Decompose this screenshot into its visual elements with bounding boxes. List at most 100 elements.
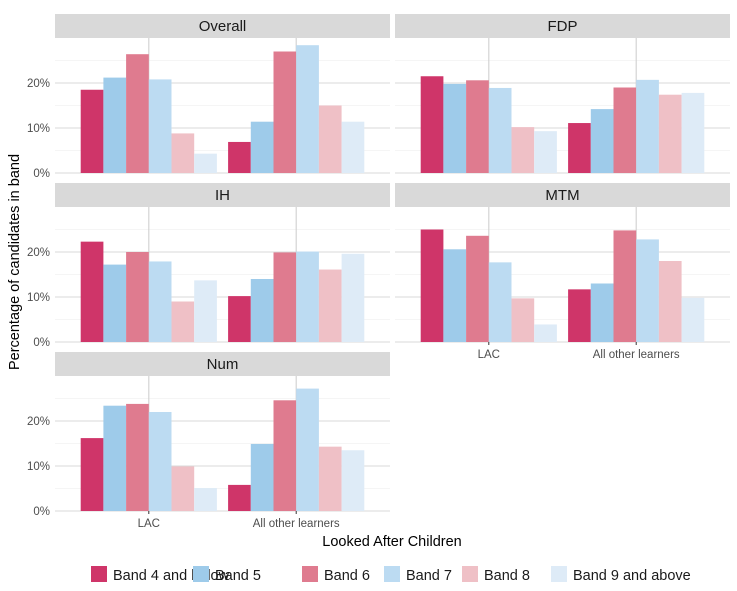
bar-num-lac-band-7: [148, 412, 172, 511]
bar-fdp-all-other-learners-band-7: [636, 79, 659, 173]
bar-fdp-lac-band-6: [466, 80, 489, 173]
legend-label-band-7: Band 7: [406, 568, 452, 584]
legend-label-band-9-and-above: Band 9 and above: [573, 568, 691, 584]
bar-overall-lac-band-9-and-above: [194, 153, 217, 173]
bar-ih-lac-band-7: [148, 261, 172, 342]
panel-num: Num 0% 10% 20%: [27, 352, 390, 518]
bar-mtm-all-other-learners-band-6: [613, 230, 637, 342]
bar-mtm-lac-band-7: [488, 262, 512, 342]
legend-label-band-8: Band 8: [484, 568, 530, 584]
bar-overall-all-other-learners-band-4-and-below: [228, 141, 251, 173]
bar-overall-all-other-learners-band-7: [296, 45, 319, 174]
y-tick-label: 10%: [27, 123, 50, 135]
y-tick-label: 20%: [27, 78, 50, 90]
facet-strip: [395, 183, 730, 207]
bar-ih-lac-band-5: [103, 264, 127, 342]
bar-mtm-all-other-learners-band-4-and-below: [568, 289, 591, 342]
bar-mtm-all-other-learners-band-5: [590, 283, 614, 342]
x-tick-label-all-other-learners: All other learners: [253, 518, 340, 530]
facet-title-overall: Overall: [199, 18, 247, 35]
bar-fdp-lac-band-9-and-above: [534, 131, 557, 173]
bar-num-lac-band-4-and-below: [80, 438, 104, 511]
facet-title-ih: IH: [215, 187, 230, 204]
y-tick-label: 0%: [33, 168, 50, 180]
y-tick-label: 20%: [27, 247, 50, 259]
y-tick-label: 10%: [27, 461, 50, 473]
y-tick-label: 20%: [27, 416, 50, 428]
bar-fdp-all-other-learners-band-5: [590, 109, 614, 173]
bar-overall-lac-band-5: [103, 77, 127, 173]
bar-overall-all-other-learners-band-6: [273, 51, 297, 173]
bar-fdp-lac-band-7: [488, 87, 512, 173]
bar-overall-all-other-learners-band-5: [250, 121, 274, 173]
y-tick-label: 10%: [27, 292, 50, 304]
bar-fdp-lac-band-4-and-below: [420, 76, 444, 173]
x-tick-label-all-other-learners: All other learners: [593, 349, 680, 361]
panel-overall: Overall 0% 10% 20%: [27, 14, 390, 180]
bar-fdp-all-other-learners-band-4-and-below: [568, 123, 591, 173]
bar-num-all-other-learners-band-5: [250, 443, 274, 511]
facet-strip: [55, 352, 390, 376]
legend-key-band-8: [462, 566, 478, 582]
bar-overall-lac-band-8: [171, 133, 195, 173]
x-tick-label-lac: LAC: [478, 349, 500, 361]
bar-ih-all-other-learners-band-4-and-below: [228, 296, 251, 342]
bar-num-all-other-learners-band-7: [296, 388, 319, 511]
x-tick-label-lac: LAC: [138, 518, 160, 530]
bar-num-lac-band-5: [103, 405, 127, 511]
bar-fdp-lac-band-5: [443, 83, 467, 173]
facet-title-fdp: FDP: [548, 18, 578, 35]
bar-overall-lac-band-7: [148, 79, 172, 173]
bar-mtm-lac-band-4-and-below: [420, 229, 444, 342]
bar-mtm-lac-band-6: [466, 235, 489, 342]
legend-label-band-4-and-below: Band 4 and below: [113, 568, 230, 584]
bar-fdp-all-other-learners-band-6: [613, 87, 637, 173]
x-axis-title: Looked After Children: [322, 534, 461, 550]
legend-key-band-9-and-above: [551, 566, 567, 582]
bar-fdp-all-other-learners-band-8: [658, 94, 682, 173]
bar-fdp-lac-band-8: [511, 127, 535, 173]
legend-key-band-4-and-below: [91, 566, 107, 582]
bar-mtm-all-other-learners-band-7: [636, 239, 659, 342]
bar-ih-all-other-learners-band-8: [318, 269, 342, 342]
bar-ih-all-other-learners-band-6: [273, 252, 297, 342]
bar-num-all-other-learners-band-8: [318, 446, 342, 511]
panel-fdp: FDP: [395, 14, 730, 174]
legend-key-band-6: [302, 566, 318, 582]
bar-ih-all-other-learners-band-5: [250, 279, 274, 342]
bar-ih-lac-band-6: [126, 252, 149, 342]
bar-overall-all-other-learners-band-8: [318, 105, 342, 173]
bar-mtm-lac-band-8: [511, 298, 535, 342]
panel-ih: IH 0% 10% 20%: [27, 183, 390, 349]
bar-overall-lac-band-6: [126, 54, 149, 174]
bar-overall-all-other-learners-band-9-and-above: [341, 121, 365, 173]
bar-ih-lac-band-4-and-below: [80, 241, 104, 342]
bar-overall-lac-band-4-and-below: [80, 89, 104, 173]
legend-key-band-7: [384, 566, 400, 582]
bar-fdp-all-other-learners-band-9-and-above: [681, 92, 705, 173]
bar-num-all-other-learners-band-6: [273, 400, 297, 511]
legend-key-band-5: [193, 566, 209, 582]
bar-mtm-all-other-learners-band-9-and-above: [681, 297, 705, 342]
bar-num-lac-band-8: [171, 466, 195, 511]
y-tick-label: 0%: [33, 337, 50, 349]
bar-mtm-lac-band-5: [443, 249, 467, 342]
bar-ih-lac-band-8: [171, 301, 195, 342]
legend-label-band-5: Band 5: [215, 568, 261, 584]
y-tick-label: 0%: [33, 506, 50, 518]
facet-strip: [395, 14, 730, 38]
panel-mtm: MTM: [395, 183, 730, 343]
bar-ih-lac-band-9-and-above: [194, 280, 217, 342]
facet-title-mtm: MTM: [545, 187, 579, 204]
y-axis-title: Percentage of candidates in band: [7, 154, 23, 370]
bar-num-lac-band-9-and-above: [194, 488, 217, 511]
bar-num-lac-band-6: [126, 403, 149, 511]
bar-mtm-all-other-learners-band-8: [658, 261, 682, 342]
bar-ih-all-other-learners-band-9-and-above: [341, 253, 365, 342]
bar-num-all-other-learners-band-9-and-above: [341, 450, 365, 511]
legend-label-band-6: Band 6: [324, 568, 370, 584]
facet-title-num: Num: [207, 356, 239, 373]
